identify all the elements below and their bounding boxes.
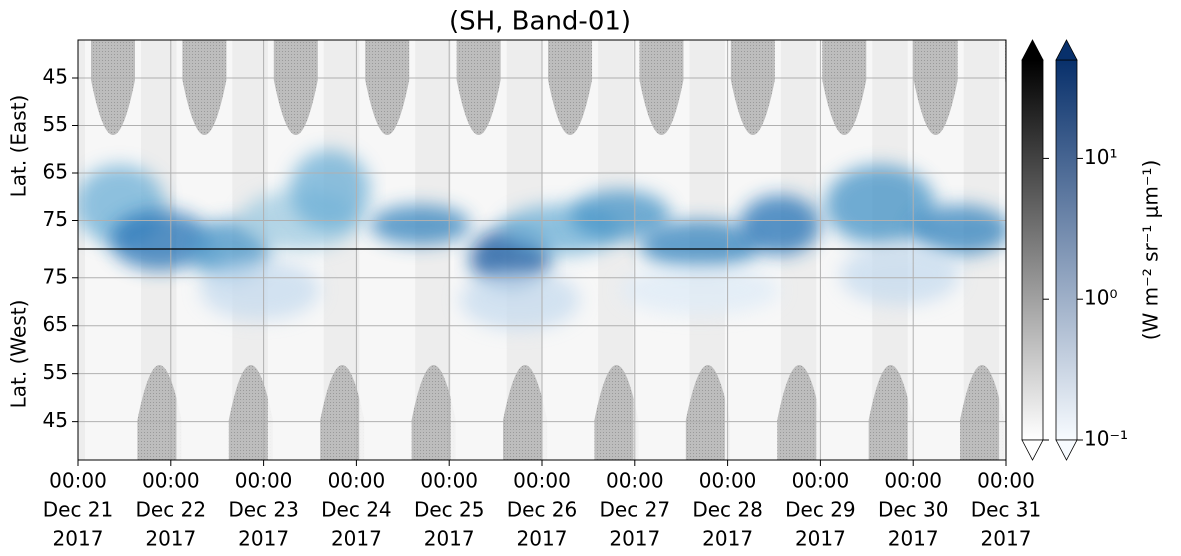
x-tick-label: 00:00 bbox=[792, 469, 850, 493]
masked-region bbox=[228, 365, 273, 460]
masked-region bbox=[960, 365, 1005, 460]
intensity-region bbox=[910, 205, 1006, 255]
x-tick-label: 2017 bbox=[517, 527, 568, 551]
intensity-region bbox=[840, 245, 960, 305]
masked-region bbox=[594, 365, 639, 460]
x-tick-label: 00:00 bbox=[699, 469, 757, 493]
x-tick-label: 00:00 bbox=[49, 469, 107, 493]
x-tick-label: 2017 bbox=[53, 527, 104, 551]
masked-region bbox=[182, 40, 227, 135]
daylight-band bbox=[999, 40, 1006, 460]
y-tick-label: 55 bbox=[43, 112, 68, 136]
masked-region bbox=[685, 365, 730, 460]
x-tick-label: Dec 27 bbox=[600, 498, 671, 522]
x-tick-label: Dec 25 bbox=[414, 498, 485, 522]
x-tick-label: 2017 bbox=[145, 527, 196, 551]
masked-region bbox=[365, 40, 410, 135]
colorbar-extend bbox=[1021, 39, 1044, 61]
plot-frame bbox=[77, 39, 1007, 461]
axes: 00:00 Dec 21 2017 00:00 Dec 22 2017 00:00 Dec 2… bbox=[43, 39, 1042, 551]
masked-region bbox=[320, 365, 365, 460]
intensity-region bbox=[740, 195, 820, 255]
intensity-region bbox=[200, 260, 320, 320]
x-tick-label: 00:00 bbox=[513, 469, 571, 493]
masked-region bbox=[868, 365, 913, 460]
x-tick-label: 00:00 bbox=[977, 469, 1035, 493]
x-tick-label: 00:00 bbox=[884, 469, 942, 493]
y-axis-label: Lat. (West) bbox=[7, 300, 31, 409]
x-tick-label: 2017 bbox=[331, 527, 382, 551]
intensity-region bbox=[460, 270, 580, 330]
x-tick-label: 2017 bbox=[702, 527, 753, 551]
colorbar-tick-label: 10⁻¹ bbox=[1084, 427, 1128, 451]
x-tick-label: 2017 bbox=[609, 527, 660, 551]
x-tick-label: 00:00 bbox=[328, 469, 386, 493]
y-tick-label: 45 bbox=[43, 408, 68, 432]
y-tick-label: 65 bbox=[43, 312, 68, 336]
masked-region bbox=[548, 40, 593, 135]
colorbar-tick-label: 10⁰ bbox=[1084, 286, 1117, 310]
x-tick-label: Dec 31 bbox=[971, 498, 1042, 522]
x-tick-label: 00:00 bbox=[606, 469, 664, 493]
chart-title: (SH, Band-01) bbox=[449, 7, 631, 37]
y-axis-label: Lat. (East) bbox=[7, 95, 31, 198]
x-tick-label: Dec 22 bbox=[136, 498, 207, 522]
x-tick-label: 00:00 bbox=[420, 469, 478, 493]
y-tick-label: 75 bbox=[43, 207, 68, 231]
colorbar-extend bbox=[1021, 439, 1044, 461]
x-tick-label: Dec 23 bbox=[228, 498, 299, 522]
colorbar-extend bbox=[1055, 439, 1078, 461]
masked-region bbox=[730, 40, 775, 135]
x-tick-label: Dec 24 bbox=[321, 498, 392, 522]
intensity-region bbox=[110, 210, 210, 270]
x-tick-label: 2017 bbox=[795, 527, 846, 551]
y-tick-label: 45 bbox=[43, 65, 68, 89]
x-tick-label: Dec 29 bbox=[785, 498, 856, 522]
colorbar-tick-label: 10¹ bbox=[1084, 145, 1117, 169]
masked-region bbox=[777, 365, 822, 460]
y-tick-label: 55 bbox=[43, 360, 68, 384]
masked-region bbox=[411, 365, 456, 460]
x-tick-label: 00:00 bbox=[142, 469, 200, 493]
x-tick-label: 2017 bbox=[888, 527, 939, 551]
intensity-region bbox=[570, 190, 670, 240]
masked-region bbox=[822, 40, 867, 135]
intensity-region bbox=[370, 205, 470, 245]
intensity-region bbox=[290, 150, 370, 230]
x-tick-label: 2017 bbox=[238, 527, 289, 551]
colorbar bbox=[1021, 59, 1044, 441]
colorbar bbox=[1055, 59, 1078, 441]
colorbar-extend bbox=[1055, 39, 1078, 61]
y-tick-label: 75 bbox=[43, 264, 68, 288]
masked-region bbox=[913, 40, 958, 135]
masked-region bbox=[91, 40, 135, 135]
masked-region bbox=[503, 365, 548, 460]
colorbar-label: (W m⁻² sr⁻¹ μm⁻¹) bbox=[1139, 160, 1163, 341]
masked-region bbox=[273, 40, 318, 135]
y-tick-label: 65 bbox=[43, 160, 68, 184]
x-tick-label: 00:00 bbox=[235, 469, 293, 493]
heatmap bbox=[78, 40, 1006, 460]
x-tick-label: Dec 30 bbox=[878, 498, 949, 522]
x-tick-label: 2017 bbox=[981, 527, 1032, 551]
x-tick-label: Dec 26 bbox=[507, 498, 578, 522]
x-tick-label: Dec 21 bbox=[43, 498, 114, 522]
intensity-region bbox=[825, 165, 935, 245]
intensity-region bbox=[620, 265, 780, 315]
intensity-region bbox=[640, 220, 760, 270]
masked-region bbox=[456, 40, 501, 135]
x-tick-label: Dec 28 bbox=[692, 498, 763, 522]
x-tick-label: 2017 bbox=[424, 527, 475, 551]
masked-region bbox=[639, 40, 684, 135]
